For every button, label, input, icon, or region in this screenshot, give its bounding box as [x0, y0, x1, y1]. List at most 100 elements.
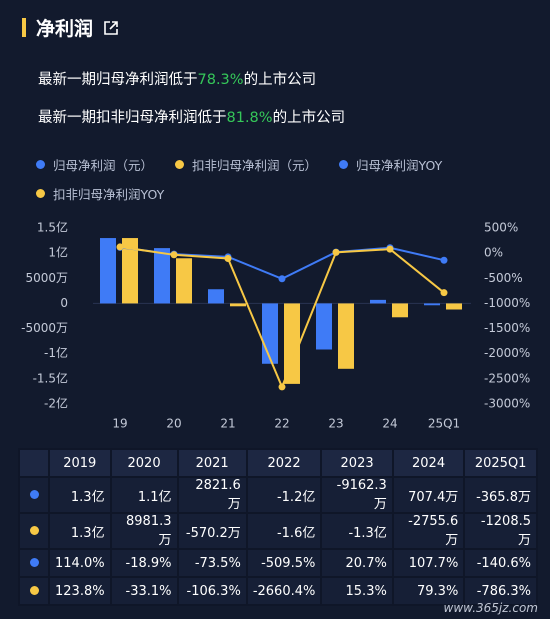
- header-cell: 2021: [176, 448, 248, 478]
- row-marker-cell: [18, 512, 50, 550]
- y2-tick-label: -1000%: [484, 296, 530, 310]
- table-cell: -140.6%: [463, 548, 538, 578]
- row-marker-cell: [18, 576, 50, 606]
- chart: 1.5亿 1亿 5000万 0 -5000万 -1亿 -1.5亿 -2亿 500% 0% -500%…: [21, 220, 530, 431]
- line-point: [332, 248, 340, 256]
- x-tick-label: 19: [112, 417, 127, 431]
- x-tick-label: 25Q1: [428, 417, 460, 431]
- x-tick-label: 23: [328, 417, 343, 431]
- legend-marker: [36, 189, 45, 198]
- table-cell: 15.3%: [320, 576, 394, 606]
- header-cell: 2024: [391, 448, 466, 478]
- line-point: [278, 275, 286, 283]
- table-cell: 79.3%: [391, 576, 466, 606]
- y-tick-label: -1亿: [44, 345, 68, 360]
- line-point: [224, 254, 232, 262]
- table-cell: -9162.3万: [320, 476, 394, 514]
- legend-item: 扣非归母净利润YOY: [36, 184, 164, 203]
- table-cell: -106.3%: [176, 576, 248, 606]
- bar: [154, 248, 170, 304]
- legend-item: 归母净利润YOY: [339, 155, 442, 174]
- table-cell: -1.6亿: [245, 512, 323, 550]
- table-cell: 20.7%: [320, 548, 394, 578]
- table-cell: -18.9%: [109, 548, 179, 578]
- x-tick-label: 21: [220, 417, 235, 431]
- legend-marker: [175, 160, 185, 169]
- y2-tick-label: 500%: [484, 221, 518, 235]
- title: 净利润: [36, 18, 94, 40]
- note-text: 最新一期归母净利润低于: [38, 72, 198, 88]
- row-marker: [29, 489, 39, 499]
- row-marker: [29, 585, 39, 595]
- y-tick-label: 1.5亿: [37, 220, 68, 235]
- legend-item: 扣非归母净利润（元）: [175, 155, 317, 174]
- table-cell: 107.7%: [391, 548, 466, 578]
- table-row: 123.8% -33.1% -106.3% -2660.4% 15.3% 79.3% -78…: [18, 576, 538, 606]
- header: 净利润: [22, 14, 119, 41]
- table-cell: 1.1亿: [109, 476, 179, 514]
- table-cell: -2755.6万: [391, 512, 466, 550]
- table-cell: 123.8%: [48, 576, 112, 606]
- table-row: 114.0% -18.9% -73.5% -509.5% 20.7% 107.7% -140…: [18, 548, 538, 578]
- header-cell: 2019: [48, 448, 112, 478]
- row-marker-cell: [18, 476, 50, 514]
- x-tick-label: 22: [274, 417, 289, 431]
- bar: [338, 303, 354, 369]
- line-point: [440, 256, 448, 264]
- table-cell: -1.3亿: [320, 512, 394, 550]
- table-header: 2019 2020 2021 2022 2023 2024 2025Q1: [18, 448, 538, 478]
- y-tick-label: -2亿: [44, 396, 68, 411]
- bar: [392, 303, 408, 318]
- note-text: 的上市公司: [272, 110, 346, 126]
- legend-label: 归母净利润YOY: [356, 158, 443, 173]
- table-cell: 114.0%: [48, 548, 112, 578]
- legend-label: 扣非归母净利润YOY: [53, 187, 165, 202]
- line-point: [386, 245, 394, 253]
- legend-item: 归母净利润（元）: [36, 155, 153, 174]
- y2-tick-label: -3000%: [484, 397, 530, 411]
- y-tick-label: -5000万: [21, 321, 68, 335]
- legend-label: 扣非归母净利润（元）: [192, 158, 318, 173]
- note-text: 的上市公司: [243, 72, 317, 88]
- legend: 归母净利润（元） 扣非归母净利润（元） 归母净利润YOY 扣非归母净利润YOY: [36, 155, 486, 203]
- data-table: 2019 2020 2021 2022 2023 2024 2025Q1 1.3亿 1.1亿 28…: [18, 448, 538, 606]
- watermark: www.365jz.com: [443, 601, 538, 615]
- bar: [100, 238, 116, 304]
- bar: [230, 303, 246, 307]
- table-cell: -33.1%: [109, 576, 179, 606]
- table-cell: -2660.4%: [245, 576, 323, 606]
- table-cell: 1.3亿: [48, 476, 112, 514]
- bar: [262, 303, 278, 364]
- table-cell: 707.4万: [391, 476, 466, 514]
- table-cell: 2821.6万: [176, 476, 248, 514]
- legend-marker: [339, 160, 349, 169]
- note: 最新一期扣非归母净利润低于81.8%的上市公司: [38, 106, 345, 127]
- link-icon[interactable]: [103, 20, 119, 36]
- note-highlight: 81.8%: [226, 110, 273, 126]
- x-tick-label: 20: [166, 417, 181, 431]
- x-tick-label: 24: [382, 417, 397, 431]
- y2-tick-label: -2000%: [484, 346, 530, 360]
- table-row: 1.3亿 1.1亿 2821.6万 -1.2亿 -9162.3万 707.4万 -365.8…: [18, 476, 538, 514]
- bar: [122, 238, 138, 304]
- y-tick-label: 5000万: [25, 271, 68, 285]
- note: 最新一期归母净利润低于78.3%的上市公司: [38, 68, 316, 89]
- y-tick-label: 0: [60, 296, 68, 310]
- y-tick-label: -1.5亿: [33, 370, 68, 385]
- bar: [208, 289, 224, 304]
- line-point: [278, 383, 286, 391]
- row-marker: [29, 557, 39, 567]
- table-row: 1.3亿 8981.3万 -570.2万 -1.6亿 -1.3亿 -2755.6万 -120…: [18, 512, 538, 550]
- table-cell: -1.2亿: [245, 476, 323, 514]
- header-cell: 2025Q1: [463, 448, 538, 478]
- y2-tick-label: -500%: [484, 271, 523, 285]
- bar: [284, 303, 300, 384]
- legend-marker: [36, 160, 45, 169]
- table-cell: -365.8万: [463, 476, 538, 514]
- header-cell: [18, 448, 50, 478]
- bar: [446, 303, 462, 310]
- row-marker-cell: [18, 548, 50, 578]
- table-cell: -786.3%: [463, 576, 538, 606]
- table-cell: 1.3亿: [48, 512, 112, 550]
